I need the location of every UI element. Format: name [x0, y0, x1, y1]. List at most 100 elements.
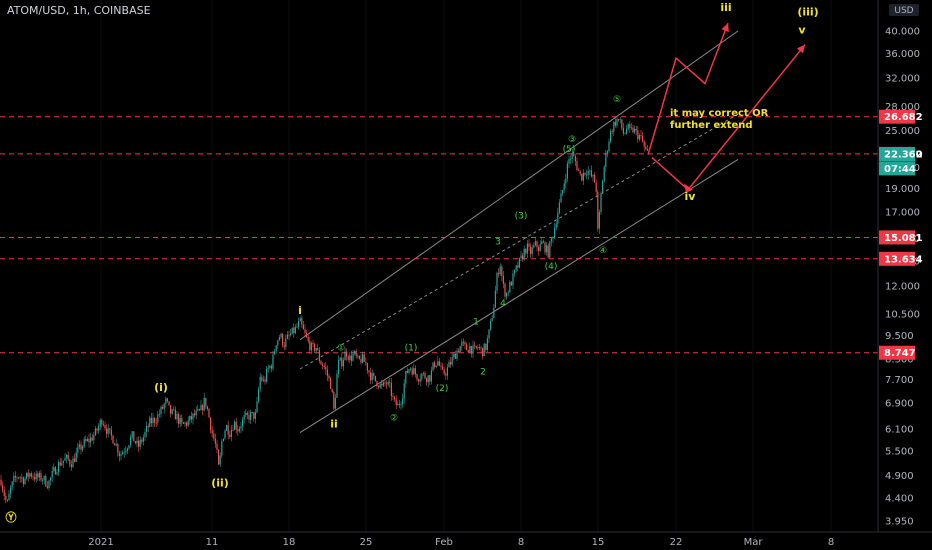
candle-body: [240, 426, 242, 429]
wave-label: ii: [330, 417, 338, 430]
x-tick-label: 25: [360, 537, 373, 548]
y-tick-label: 40.000: [885, 27, 920, 38]
candle-body: [80, 444, 82, 450]
y-tick-label: 4.400: [885, 494, 914, 505]
y-tick-label: 7.700: [885, 375, 914, 386]
candle-body: [101, 420, 103, 425]
price-label-box: [879, 230, 915, 245]
y-tick-label: 8.500: [885, 354, 914, 365]
candle-body: [285, 338, 287, 348]
candle-body: [360, 358, 362, 363]
candle-body: [638, 135, 640, 140]
candle-body: [290, 333, 292, 336]
candle-body: [586, 174, 588, 176]
candle-body: [141, 439, 143, 442]
candle-body: [245, 412, 247, 416]
candle-body: [299, 318, 301, 322]
wave-label: ①: [337, 343, 345, 353]
candle-body: [486, 338, 488, 350]
candle-body: [21, 477, 23, 479]
candle-body: [416, 374, 418, 380]
candle-body: [117, 444, 119, 454]
candle-body: [150, 417, 152, 424]
candle-body: [206, 406, 208, 410]
candle-body: [3, 490, 5, 497]
candle-body: [646, 149, 648, 151]
candle-body: [138, 440, 140, 447]
candle-body: [560, 193, 562, 203]
x-tick-label: 18: [283, 537, 296, 548]
price-label: 07:44: [884, 164, 916, 175]
candle-body: [645, 146, 647, 150]
candle-body: [78, 444, 80, 448]
candle-body: [509, 282, 511, 293]
candle-body: [126, 448, 128, 452]
projection-arrowhead: [796, 44, 805, 54]
candle-body: [386, 383, 388, 385]
candle-body: [414, 368, 416, 375]
candle-body: [64, 457, 66, 461]
candle-body: [45, 476, 47, 487]
price-label-box: [879, 251, 915, 266]
candle-body: [291, 327, 293, 334]
candle-body: [34, 477, 36, 480]
candle-body: [163, 403, 165, 409]
candle-body: [90, 437, 92, 443]
candle-body: [232, 429, 234, 431]
candle-body: [338, 360, 340, 374]
candle-body: [499, 266, 501, 275]
candle-body: [637, 130, 639, 140]
candle-body: [565, 178, 567, 184]
y-tick-label: 28.000: [885, 102, 920, 113]
candle-body: [326, 369, 328, 376]
candle-body: [136, 440, 138, 444]
candle-body: [283, 345, 285, 348]
currency-badge[interactable]: [889, 4, 919, 16]
candle-body: [8, 493, 10, 501]
candle-body: [554, 228, 556, 238]
candle-body: [350, 355, 352, 361]
candle-body: [85, 439, 87, 441]
candle-body: [493, 307, 495, 319]
candle-body: [459, 346, 461, 353]
candle-body: [118, 453, 120, 456]
candle-body: [130, 437, 132, 446]
candle-body: [472, 345, 474, 354]
price-label-box: [879, 345, 915, 360]
candle-body: [363, 354, 365, 362]
candle-body: [598, 212, 600, 229]
candle-body: [214, 438, 216, 444]
candle-body: [248, 414, 250, 420]
candle-body: [192, 413, 194, 420]
candle-body: [216, 443, 218, 450]
candle-body: [539, 244, 541, 252]
candle-body: [573, 152, 575, 156]
candle-body: [642, 135, 644, 142]
candle-body: [144, 431, 146, 438]
candle-body: [474, 345, 476, 347]
candle-body: [578, 170, 580, 171]
y-tick-label: 6.900: [885, 398, 914, 409]
wave-label: Ⓨ: [6, 510, 17, 524]
candle-body: [374, 375, 376, 382]
candle-body: [54, 467, 56, 475]
y-tick-label: 3.950: [885, 517, 914, 528]
candle-body: [552, 237, 554, 239]
y-tick-label: 25.000: [885, 126, 920, 137]
projection-arrowhead: [721, 23, 729, 33]
candle-body: [270, 365, 272, 369]
candle-body: [0, 479, 2, 486]
candle-body: [358, 355, 360, 359]
candle-body: [286, 334, 288, 339]
candle-body: [613, 121, 615, 132]
candle-body: [515, 265, 517, 270]
candle-body: [272, 354, 274, 369]
candle-body: [501, 266, 503, 276]
candle-body: [368, 370, 370, 373]
price-label-box: [879, 161, 915, 176]
candle-body: [478, 347, 480, 349]
candle-body: [517, 265, 519, 268]
candle-body: [626, 128, 628, 134]
candle-body: [203, 397, 205, 411]
